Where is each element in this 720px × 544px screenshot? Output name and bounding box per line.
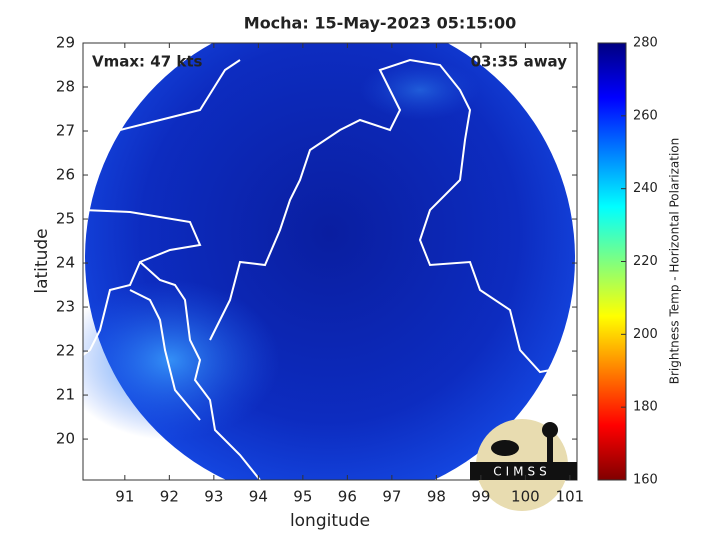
colorbar-tick-label: 220 bbox=[633, 254, 658, 269]
colorbar-tick-label: 180 bbox=[633, 400, 658, 415]
x-tick-label: 98 bbox=[427, 488, 446, 506]
y-tick-label: 24 bbox=[56, 254, 75, 272]
x-tick-label: 100 bbox=[511, 488, 540, 506]
logo: CIMSS bbox=[470, 419, 577, 511]
x-tick-label: 91 bbox=[115, 488, 134, 506]
x-tick-label: 96 bbox=[338, 488, 357, 506]
x-axis-label: longitude bbox=[290, 511, 370, 531]
plot-frame bbox=[82, 42, 578, 481]
colorbar-tick-label: 200 bbox=[633, 327, 658, 342]
annotation: Vmax: 47 kts bbox=[92, 53, 202, 71]
y-tick-label: 25 bbox=[56, 210, 75, 228]
x-tick-label: 97 bbox=[382, 488, 401, 506]
y-tick-label: 23 bbox=[56, 298, 75, 316]
y-tick-label: 20 bbox=[56, 430, 75, 448]
annotation: 03:35 away bbox=[471, 53, 568, 71]
x-tick-label: 99 bbox=[471, 488, 490, 506]
colorbar-tick-label: 280 bbox=[633, 36, 658, 51]
y-tick-label: 21 bbox=[56, 386, 75, 404]
colorbar-tick-label: 160 bbox=[633, 473, 658, 488]
x-tick-label: 95 bbox=[293, 488, 312, 506]
x-tick-label: 101 bbox=[556, 488, 585, 506]
chart-title: Mocha: 15-May-2023 05:15:00 bbox=[244, 14, 516, 33]
y-tick-label: 26 bbox=[56, 166, 75, 184]
x-tick-label: 94 bbox=[249, 488, 268, 506]
colorbar-tick-label: 260 bbox=[633, 108, 658, 123]
x-tick-label: 92 bbox=[160, 488, 179, 506]
y-tick-label: 27 bbox=[56, 122, 75, 140]
y-tick-label: 22 bbox=[56, 342, 75, 360]
satellite-image bbox=[83, 43, 577, 480]
y-tick-label: 29 bbox=[56, 34, 75, 52]
y-tick-label: 28 bbox=[56, 78, 75, 96]
logo-text: CIMSS bbox=[493, 465, 551, 479]
x-tick-label: 93 bbox=[204, 488, 223, 506]
y-axis-label: latitude bbox=[32, 228, 52, 293]
colorbar-tick-label: 240 bbox=[633, 181, 658, 196]
colorbar-label: Brightness Temp - Horizontal Polarizatio… bbox=[668, 138, 682, 385]
